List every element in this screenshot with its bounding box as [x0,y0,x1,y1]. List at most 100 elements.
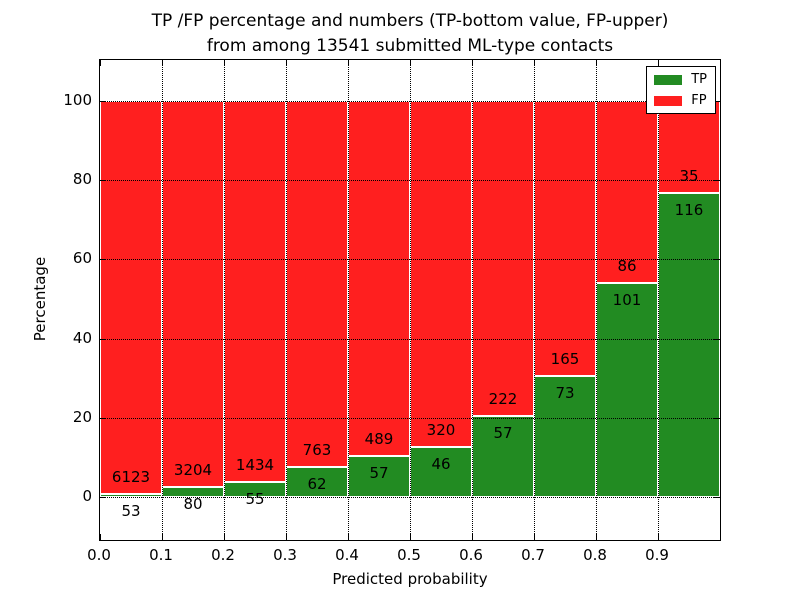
x-tick-mark [162,534,163,540]
x-tick-mark [596,60,597,66]
y-tick-mark [100,417,106,419]
tp-bar [534,375,596,497]
x-axis-label: Predicted probability [332,570,488,588]
x-tick-labels: 0.0 0.1 0.2 0.3 0.4 0.5 0.6 0.7 0.8 0.9 [87,546,721,566]
chart-title-line1: TP /FP percentage and numbers (TP-bottom… [151,11,669,31]
tp-bar [472,416,534,497]
tp-bar [658,192,720,497]
tp-count-label: 57 [493,424,513,443]
fp-bar [224,101,286,483]
x-tick-mark [100,60,101,66]
x-tick-mark [410,60,411,66]
x-tick-label: 0.7 [521,546,545,564]
x-tick-mark [410,534,411,540]
y-gridline [100,101,720,102]
tp-bar [348,455,410,497]
x-tick-label: 0.3 [273,546,297,564]
legend-entry-tp: TP [654,73,707,86]
tp-count-label: 116 [674,200,704,219]
x-gridline [286,60,287,540]
x-tick-label: 0.8 [583,546,607,564]
fp-bar [100,101,162,494]
y-gridline [100,259,720,261]
legend-label-fp: FP [691,93,707,108]
tp-bar [286,467,348,497]
fp-bar [162,101,224,488]
tp-bar [100,493,162,497]
x-tick-mark [658,60,659,66]
x-tick-label: 0.0 [87,546,111,564]
y-gridline [100,417,720,419]
tp-count-label: 55 [245,490,265,509]
fp-count-label: 222 [488,390,518,409]
tp-count-label: 101 [612,291,642,310]
plot-area: TP FP 6123 53 3204 80 1434 55 763 62 489 57 320 46 22… [99,59,721,541]
y-tick-label: 100 [63,91,92,109]
x-tick-mark [534,60,535,66]
fp-bar [286,101,348,468]
x-tick-mark [224,534,225,540]
x-tick-mark [472,534,473,540]
fp-bar [534,101,596,376]
tp-count-label: 57 [369,463,389,482]
fp-count-label: 165 [550,349,580,368]
x-gridline [162,60,163,540]
x-tick-mark [658,534,659,540]
tp-count-label: 62 [307,475,327,494]
x-gridline [472,60,473,540]
fp-count-label: 86 [617,257,637,276]
y-gridline [100,497,720,498]
y-tick-mark [714,259,720,261]
x-tick-mark [348,60,349,66]
y-tick-label: 20 [72,407,92,426]
x-tick-label: 0.2 [211,546,235,564]
x-tick-mark [286,60,287,66]
tp-bar [596,283,658,497]
x-gridline [596,60,597,540]
fp-bar [348,101,410,456]
x-tick-mark [720,534,721,540]
x-gridline [534,60,535,540]
chart-title-line2: from among 13541 submitted ML-type conta… [206,36,614,56]
x-tick-label: 0.1 [149,546,173,564]
fp-bar [472,101,534,417]
fp-count-label: 3204 [173,461,213,480]
x-gridline [410,60,411,540]
x-tick-mark [162,60,163,66]
x-tick-mark [286,534,287,540]
x-tick-mark [534,534,535,540]
x-tick-label: 0.5 [397,546,421,564]
fp-count-label: 1434 [235,456,275,475]
tp-bar [410,447,472,497]
y-tick-mark [100,101,106,102]
x-tick-mark [472,60,473,66]
x-gridline [658,60,659,540]
y-tick-mark [100,497,106,498]
y-tick-mark [714,497,720,498]
y-tick-mark [714,417,720,419]
legend-label-tp: TP [691,72,707,87]
y-tick-label: 80 [72,170,92,189]
legend: TP FP [646,66,716,114]
fp-count-label: 763 [302,441,332,460]
y-tick-mark [100,180,106,182]
fp-count-label: 320 [426,421,456,440]
y-tick-mark [100,259,106,261]
fp-count-label: 35 [679,166,699,185]
fp-count-label: 6123 [111,467,151,486]
y-tick-label: 60 [72,249,92,268]
x-tick-mark [596,534,597,540]
fp-bar [410,101,472,448]
chart-title: TP /FP percentage and numbers (TP-bottom… [10,9,800,59]
x-tick-mark [100,534,101,540]
tp-count-label: 80 [183,495,203,514]
x-tick-label: 0.9 [645,546,669,564]
y-tick-label: 40 [72,328,92,347]
x-gridline [348,60,349,540]
y-tick-labels: 0 20 40 60 80 100 [0,59,92,541]
x-tick-mark [348,534,349,540]
tp-count-label: 73 [555,383,575,402]
x-tick-label: 0.4 [335,546,359,564]
tp-count-label: 46 [431,455,451,474]
y-tick-mark [100,338,106,340]
